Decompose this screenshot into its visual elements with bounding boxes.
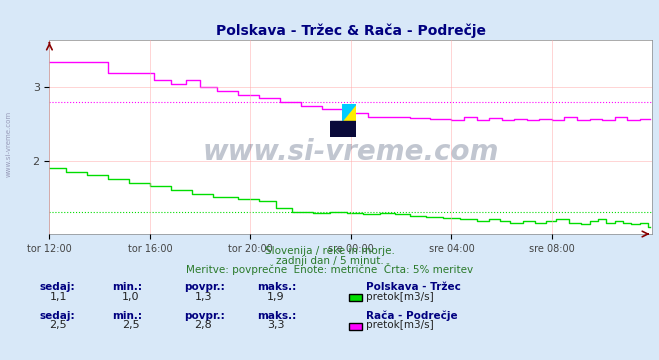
Text: www.si-vreme.com: www.si-vreme.com [5, 111, 12, 177]
Text: min.:: min.: [112, 282, 142, 292]
Text: 2,5: 2,5 [122, 320, 140, 330]
Polygon shape [343, 121, 356, 137]
Text: pretok[m3/s]: pretok[m3/s] [366, 320, 434, 330]
Text: povpr.:: povpr.: [185, 311, 225, 321]
Polygon shape [343, 104, 356, 121]
Text: Slovenija / reke in morje.: Slovenija / reke in morje. [264, 246, 395, 256]
Text: min.:: min.: [112, 311, 142, 321]
Text: 1,9: 1,9 [267, 292, 285, 302]
Text: Polskava - Tržec: Polskava - Tržec [366, 282, 461, 292]
Text: 2,8: 2,8 [194, 320, 212, 330]
Text: Meritve: povprečne  Enote: metrične  Črta: 5% meritev: Meritve: povprečne Enote: metrične Črta:… [186, 263, 473, 275]
Text: zadnji dan / 5 minut.: zadnji dan / 5 minut. [275, 256, 384, 266]
Polygon shape [343, 104, 356, 121]
Text: sedaj:: sedaj: [40, 282, 75, 292]
Text: 1,3: 1,3 [194, 292, 212, 302]
Text: maks.:: maks.: [257, 311, 297, 321]
Text: 1,0: 1,0 [122, 292, 140, 302]
Text: sedaj:: sedaj: [40, 311, 75, 321]
Text: 2,5: 2,5 [49, 320, 67, 330]
Title: Polskava - Tržec & Rača - Podrečje: Polskava - Tržec & Rača - Podrečje [216, 24, 486, 39]
Polygon shape [330, 121, 343, 137]
Text: 3,3: 3,3 [267, 320, 285, 330]
Text: www.si-vreme.com: www.si-vreme.com [203, 138, 499, 166]
Text: Rača - Podrečje: Rača - Podrečje [366, 310, 457, 321]
Text: povpr.:: povpr.: [185, 282, 225, 292]
Text: pretok[m3/s]: pretok[m3/s] [366, 292, 434, 302]
Text: 1,1: 1,1 [49, 292, 67, 302]
Text: maks.:: maks.: [257, 282, 297, 292]
